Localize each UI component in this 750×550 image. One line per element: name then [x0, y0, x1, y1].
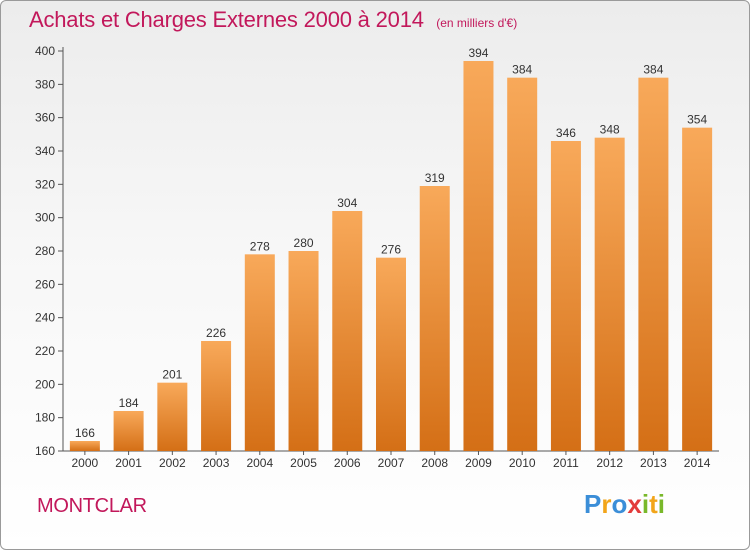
- x-tick-label-2006: 2006: [334, 456, 361, 470]
- value-label-2009: 394: [468, 46, 488, 60]
- y-tick-label: 340: [35, 144, 55, 158]
- brand-logo: Proxiti: [584, 489, 665, 519]
- location-label: MONTCLAR: [37, 495, 147, 517]
- x-tick-label-2009: 2009: [465, 456, 492, 470]
- bar-2011: [550, 141, 581, 451]
- bar-2008: [419, 186, 450, 451]
- y-tick-label: 380: [35, 77, 55, 91]
- x-tick-label-2003: 2003: [203, 456, 230, 470]
- value-label-2014: 354: [687, 113, 707, 127]
- bar-2001: [113, 411, 144, 451]
- y-tick-label: 280: [35, 244, 55, 258]
- bar-2002: [157, 382, 188, 451]
- title-main: Achats et Charges Externes 2000 à 2014: [29, 7, 424, 32]
- title-unit: (en milliers d'€): [436, 16, 518, 30]
- x-tick-label-2012: 2012: [596, 456, 623, 470]
- x-tick-label-2002: 2002: [159, 456, 186, 470]
- y-tick-label: 200: [35, 377, 55, 391]
- x-tick-label-2013: 2013: [640, 456, 667, 470]
- x-tick-label-2004: 2004: [246, 456, 273, 470]
- chart-title: Achats et Charges Externes 2000 à 2014 (…: [29, 7, 517, 33]
- x-tick-label-2008: 2008: [421, 456, 448, 470]
- value-label-2008: 319: [425, 171, 445, 185]
- bar-2009: [463, 61, 494, 451]
- bars: [69, 61, 713, 452]
- value-label-2013: 384: [643, 63, 663, 77]
- y-tick-label: 400: [35, 44, 55, 58]
- x-tick-label-2011: 2011: [553, 456, 579, 470]
- value-label-2001: 184: [119, 396, 139, 410]
- x-axis: 2000 2001 2002 2003 2004 2005 2006 2007 2008 2009…: [63, 450, 719, 470]
- bar-2013: [638, 77, 669, 452]
- x-tick-label-2014: 2014: [684, 456, 711, 470]
- bar-2014: [682, 127, 713, 452]
- bar-2003: [201, 341, 232, 451]
- x-tick-label-2007: 2007: [378, 456, 405, 470]
- y-axis: 160 180 200 220 240 260 280 300 320 340 360 380 400: [35, 44, 64, 458]
- bar-2012: [594, 137, 625, 451]
- data-labels: 166 184 201 226 278 280 304 276 319 394 384 346 348 3…: [75, 46, 708, 440]
- x-tick-label-2005: 2005: [290, 456, 317, 470]
- y-tick-label: 320: [35, 177, 55, 191]
- x-tick-label-2010: 2010: [509, 456, 536, 470]
- y-tick-label: 260: [35, 277, 55, 291]
- bar-2004: [244, 254, 275, 451]
- bar-2006: [332, 211, 363, 451]
- bar-2000: [69, 441, 100, 451]
- value-label-2000: 166: [75, 426, 95, 440]
- y-tick-label: 180: [35, 411, 55, 425]
- bar-2007: [376, 257, 406, 451]
- value-label-2006: 304: [337, 196, 357, 210]
- y-tick-label: 360: [35, 111, 55, 125]
- y-tick-label: 300: [35, 211, 55, 225]
- value-label-2004: 278: [250, 239, 270, 253]
- x-tick-label-2000: 2000: [72, 456, 99, 470]
- value-label-2011: 346: [556, 126, 576, 140]
- value-label-2005: 280: [294, 236, 314, 250]
- bar-2005: [288, 251, 319, 451]
- y-tick-label: 220: [35, 344, 55, 358]
- bar-2010: [507, 77, 538, 452]
- value-label-2002: 201: [162, 368, 182, 382]
- x-tick-label-2001: 2001: [115, 456, 142, 470]
- y-tick-label: 240: [35, 311, 55, 325]
- value-label-2012: 348: [600, 123, 620, 137]
- value-label-2007: 276: [381, 243, 401, 257]
- y-tick-label: 160: [35, 444, 55, 458]
- value-label-2003: 226: [206, 326, 226, 340]
- value-label-2010: 384: [512, 63, 532, 77]
